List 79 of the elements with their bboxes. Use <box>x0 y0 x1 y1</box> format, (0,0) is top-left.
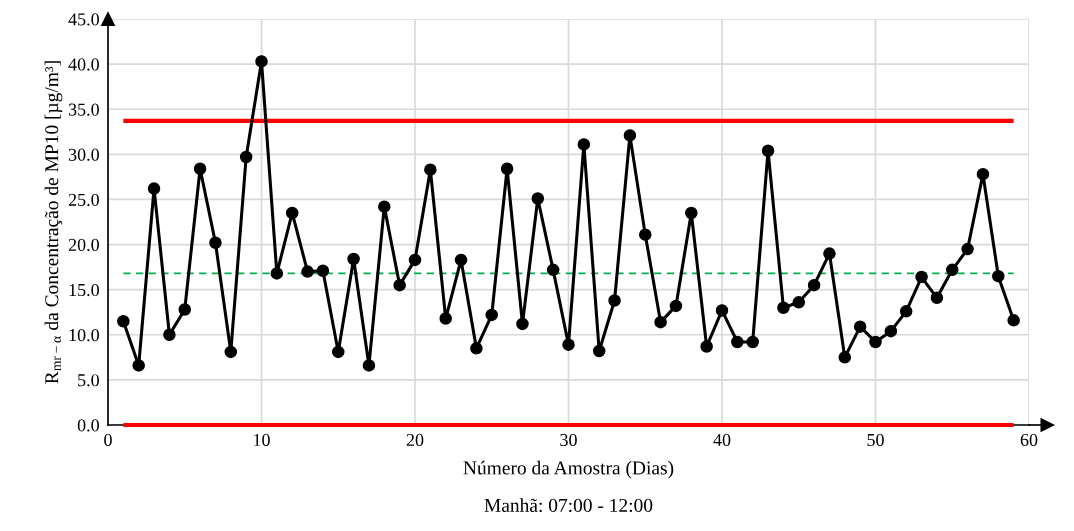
point <box>792 296 806 309</box>
y-tick-label: 5.0 <box>78 374 99 387</box>
point <box>209 236 222 250</box>
point <box>316 264 330 277</box>
point <box>715 304 729 317</box>
point <box>746 335 759 349</box>
point <box>638 228 652 241</box>
point <box>147 182 161 195</box>
point <box>853 320 867 333</box>
point <box>976 167 990 181</box>
point <box>193 162 207 176</box>
point <box>255 55 268 68</box>
y-tick-label: 30.0 <box>68 148 99 161</box>
point <box>408 253 422 267</box>
point <box>132 359 145 372</box>
point <box>239 150 253 164</box>
point <box>331 345 345 359</box>
point <box>546 263 560 277</box>
y-tick-label: 0.0 <box>77 419 99 432</box>
x-tick-label: 50 <box>867 433 884 447</box>
point <box>669 299 683 313</box>
point <box>424 163 437 176</box>
point <box>838 351 852 364</box>
point <box>301 265 314 278</box>
x-tick-label: 60 <box>1020 433 1038 447</box>
point <box>224 345 238 359</box>
point <box>470 342 483 355</box>
point <box>899 305 913 318</box>
point <box>654 315 667 329</box>
point <box>285 206 299 220</box>
point <box>915 270 928 284</box>
point <box>485 308 499 322</box>
point <box>945 263 959 277</box>
point <box>700 340 713 353</box>
point <box>270 267 284 280</box>
point <box>761 144 775 157</box>
y-axis-title: R$_{mr−α}$ da Concentração de MP10 [µg/m³] <box>44 61 63 384</box>
point <box>807 278 821 292</box>
point <box>163 328 176 342</box>
point <box>439 312 452 325</box>
x-tick-label: 10 <box>254 433 270 447</box>
point <box>930 291 944 305</box>
point <box>577 138 591 151</box>
x-tick-label: 40 <box>713 433 731 447</box>
y-tick-label: 45.0 <box>68 13 99 26</box>
point <box>362 359 376 372</box>
point <box>608 294 621 307</box>
y-tick-label: 20.0 <box>68 238 99 252</box>
point <box>117 314 130 328</box>
point <box>592 344 606 358</box>
point <box>562 338 575 351</box>
x-tick-label: 0 <box>104 433 112 447</box>
point <box>347 252 360 266</box>
point <box>884 324 898 338</box>
point <box>500 162 514 176</box>
point <box>623 129 637 142</box>
y-tick-label: 25.0 <box>68 193 99 206</box>
x-tick-label: 30 <box>560 433 577 447</box>
point <box>531 192 545 205</box>
y-tick-label: 15.0 <box>69 283 99 297</box>
point <box>454 253 468 267</box>
x-axis-title: Número da Amostra (Dias) <box>463 460 674 479</box>
point <box>393 278 406 292</box>
point <box>1007 314 1020 327</box>
point <box>685 206 698 220</box>
y-tick-label: 10.0 <box>69 329 99 342</box>
y-tick-label: 40.0 <box>68 58 99 71</box>
point <box>378 200 391 213</box>
point <box>961 242 974 256</box>
point <box>992 269 1005 283</box>
x-tick-label: 20 <box>406 433 424 447</box>
point <box>823 247 836 260</box>
point <box>178 303 192 316</box>
point <box>777 301 790 314</box>
point <box>869 335 882 349</box>
y-tick-label: 35.0 <box>68 103 99 116</box>
text: Manhã: 07:00 - 12:00 <box>484 498 653 513</box>
point <box>731 335 744 349</box>
point <box>516 317 529 331</box>
